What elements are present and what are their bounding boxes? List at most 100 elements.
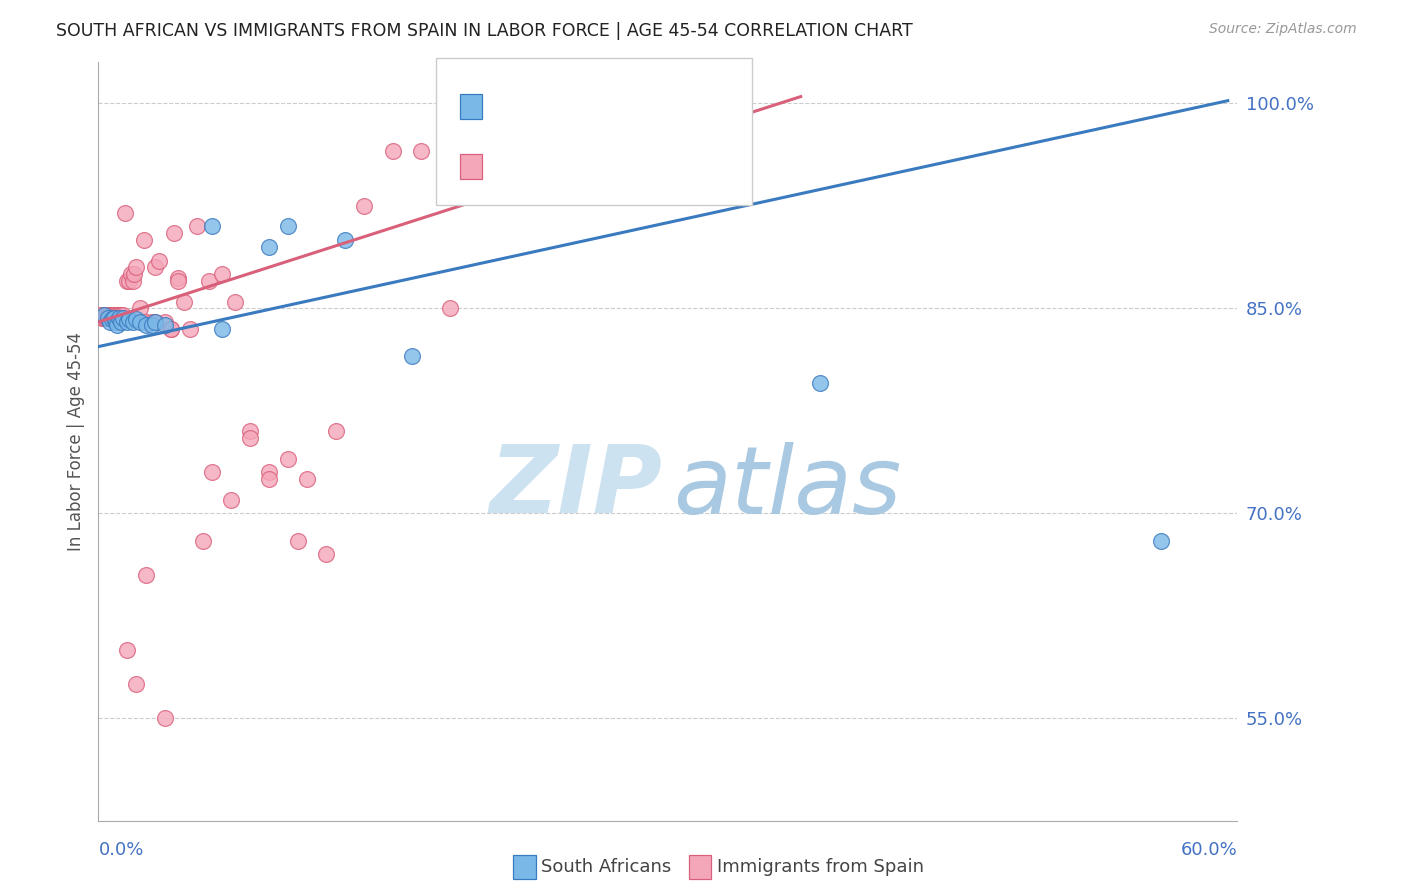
- Point: [104, 308, 127, 322]
- Point: [153, 315, 176, 329]
- Text: 70: 70: [668, 157, 695, 176]
- Point: [103, 310, 125, 325]
- Point: [211, 267, 233, 281]
- Point: [115, 315, 138, 329]
- Point: [401, 349, 423, 363]
- Text: 0.0%: 0.0%: [98, 841, 143, 859]
- Point: [97, 310, 120, 325]
- Point: [125, 677, 148, 691]
- Text: atlas: atlas: [673, 442, 901, 533]
- Point: [211, 322, 233, 336]
- Point: [97, 308, 120, 322]
- Point: [120, 267, 142, 281]
- Point: [115, 274, 138, 288]
- Point: [325, 425, 347, 439]
- Text: R =: R =: [496, 97, 538, 116]
- Point: [335, 233, 357, 247]
- Point: [159, 322, 181, 336]
- Point: [145, 260, 167, 275]
- Point: [239, 431, 262, 445]
- Point: [98, 315, 121, 329]
- Point: [259, 465, 281, 479]
- Point: [124, 267, 146, 281]
- Text: SOUTH AFRICAN VS IMMIGRANTS FROM SPAIN IN LABOR FORCE | AGE 45-54 CORRELATION CH: SOUTH AFRICAN VS IMMIGRANTS FROM SPAIN I…: [56, 22, 912, 40]
- Text: N =: N =: [613, 157, 669, 176]
- Point: [197, 274, 219, 288]
- Point: [439, 301, 461, 316]
- Point: [135, 315, 157, 329]
- Point: [108, 308, 131, 322]
- Text: 27: 27: [668, 97, 695, 116]
- Point: [201, 219, 224, 234]
- Point: [93, 310, 115, 325]
- Point: [98, 310, 121, 325]
- Point: [153, 711, 176, 725]
- Point: [97, 310, 120, 325]
- Point: [239, 425, 262, 439]
- Point: [118, 274, 141, 288]
- Point: [125, 260, 148, 275]
- Point: [103, 310, 125, 325]
- Point: [121, 274, 143, 288]
- Point: [98, 308, 121, 322]
- Point: [153, 318, 176, 332]
- Point: [145, 315, 167, 329]
- Point: [94, 308, 117, 322]
- Point: [135, 318, 157, 332]
- Point: [114, 205, 136, 219]
- Point: [115, 643, 138, 657]
- Point: [129, 315, 152, 329]
- Point: [104, 315, 127, 329]
- Point: [381, 145, 404, 159]
- Point: [129, 301, 152, 316]
- Point: [1150, 533, 1173, 548]
- Y-axis label: In Labor Force | Age 45-54: In Labor Force | Age 45-54: [66, 332, 84, 551]
- Point: [315, 547, 337, 561]
- Point: [108, 310, 131, 325]
- Text: N =: N =: [613, 97, 669, 116]
- Point: [141, 318, 163, 332]
- Point: [107, 310, 129, 325]
- Point: [110, 315, 132, 329]
- Point: [808, 376, 831, 391]
- Point: [167, 271, 190, 285]
- Point: [112, 310, 135, 325]
- Point: [221, 492, 243, 507]
- Point: [277, 219, 299, 234]
- Text: 0.308: 0.308: [543, 97, 605, 116]
- Point: [297, 472, 319, 486]
- Point: [132, 233, 155, 247]
- Point: [179, 322, 201, 336]
- Point: [103, 308, 125, 322]
- Point: [259, 240, 281, 254]
- Point: [277, 451, 299, 466]
- Point: [141, 315, 163, 329]
- Text: Immigrants from Spain: Immigrants from Spain: [717, 858, 924, 876]
- Point: [145, 315, 167, 329]
- Point: [110, 308, 132, 322]
- Point: [118, 312, 141, 326]
- Text: R =: R =: [496, 157, 538, 176]
- Point: [100, 312, 122, 326]
- Text: ZIP: ZIP: [489, 441, 662, 533]
- Point: [104, 310, 127, 325]
- Point: [112, 308, 135, 322]
- Point: [287, 533, 309, 548]
- Point: [163, 226, 186, 240]
- Point: [108, 310, 131, 325]
- Point: [100, 310, 122, 325]
- Text: 60.0%: 60.0%: [1181, 841, 1237, 859]
- Text: Source: ZipAtlas.com: Source: ZipAtlas.com: [1209, 22, 1357, 37]
- Point: [201, 465, 224, 479]
- Point: [91, 310, 114, 325]
- Point: [93, 308, 115, 322]
- Point: [353, 199, 375, 213]
- Point: [107, 308, 129, 322]
- Point: [112, 310, 135, 325]
- Point: [89, 308, 111, 322]
- Point: [411, 145, 433, 159]
- Point: [259, 472, 281, 486]
- Point: [191, 533, 214, 548]
- Point: [135, 567, 157, 582]
- Point: [173, 294, 195, 309]
